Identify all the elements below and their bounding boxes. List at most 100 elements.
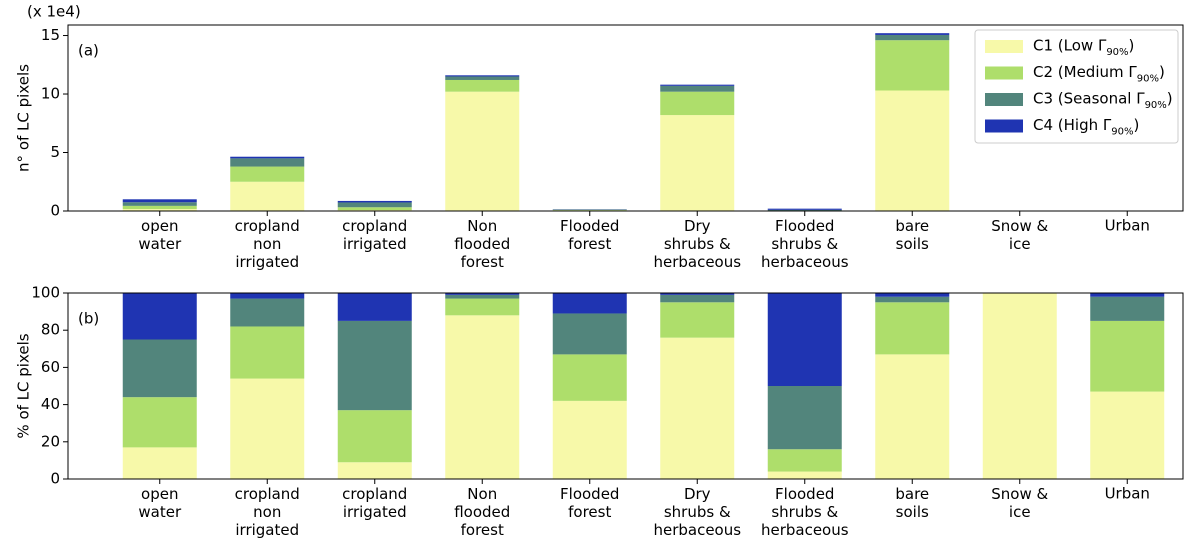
bar-segment [660, 84, 735, 86]
y-tick-label: 80 [41, 321, 60, 339]
legend-swatch [985, 40, 1023, 53]
x-tick-label: bare soils [895, 217, 929, 253]
bar-segment [122, 205, 197, 210]
y-tick-label: 40 [41, 395, 60, 413]
axis-multiplier: (x 1e4) [27, 3, 81, 21]
x-tick-label: Flooded forest [560, 217, 619, 253]
bar-segment [1090, 391, 1165, 479]
y-tick-label: 0 [50, 470, 60, 488]
bar-segment [122, 447, 197, 479]
bar-segment [875, 302, 950, 355]
bar-segment [1090, 320, 1165, 392]
bar-segment [337, 202, 412, 208]
bar-segment [122, 397, 197, 448]
bar-segment [230, 326, 305, 379]
bar-segment [660, 91, 735, 116]
bar-segment [122, 202, 197, 206]
x-tick-label: Non flooded forest [454, 485, 510, 539]
bar-segment [122, 209, 197, 211]
bar-segment [767, 293, 842, 386]
y-axis-label: % of LC pixels [15, 333, 33, 438]
x-tick-label: Urban [1105, 217, 1150, 235]
bar-segment [230, 156, 305, 159]
x-tick-label: bare soils [895, 485, 929, 521]
x-tick-label: Flooded forest [560, 485, 619, 521]
x-tick-label: Snow & ice [991, 217, 1048, 253]
x-tick-label: open water [138, 485, 182, 521]
legend-label: C3 (Seasonal Γ90%) [1033, 90, 1173, 111]
bar-segment [875, 34, 950, 41]
x-tick-label: cropland irrigated [342, 485, 407, 521]
bar-segment [767, 208, 842, 210]
y-tick-label: 5 [50, 143, 60, 161]
bar-segment [337, 200, 412, 203]
bar-segment [445, 293, 520, 295]
y-tick-label: 20 [41, 432, 60, 450]
bar-segment [337, 462, 412, 479]
bar-segment [875, 33, 950, 35]
bar-segment [337, 293, 412, 321]
bar-segment [982, 293, 1057, 479]
bar-segment [660, 115, 735, 211]
bar-segment [230, 158, 305, 167]
y-tick-label: 15 [41, 26, 60, 44]
bar-segment [552, 293, 627, 314]
bar-segment [337, 207, 412, 211]
y-tick-label: 0 [50, 202, 60, 220]
bar-segment [660, 293, 735, 295]
bar-segment [767, 471, 842, 479]
bar-segment [660, 85, 735, 92]
x-tick-label: Flooded shrubs & herbaceous [761, 217, 849, 271]
legend-box [974, 29, 1179, 144]
bar-segment [1090, 296, 1165, 321]
x-tick-label: Dry shrubs & herbaceous [653, 217, 741, 271]
bar-segment [767, 449, 842, 472]
x-tick-label: cropland non irrigated [235, 485, 300, 539]
bar-segment [660, 302, 735, 338]
bar-segment [660, 294, 735, 303]
bar-segment [552, 313, 627, 355]
bar-segment [445, 315, 520, 479]
bar-segment [552, 354, 627, 401]
bar-segment [445, 294, 520, 299]
y-tick-label: 100 [31, 284, 60, 302]
bar-segment [767, 209, 842, 211]
x-tick-label: Snow & ice [991, 485, 1048, 521]
axes-frame [67, 292, 1184, 480]
bar-segment [122, 293, 197, 340]
axes-frame [67, 24, 1184, 212]
x-tick-label: cropland irrigated [342, 217, 407, 253]
bar-segment [230, 181, 305, 211]
legend-swatch [985, 66, 1023, 80]
bar-segment [875, 40, 950, 91]
y-axis-label: n° of LC pixels [15, 64, 33, 172]
bar-segment [875, 90, 950, 211]
bar-segment [767, 386, 842, 450]
bar-segment [445, 91, 520, 211]
bar-segment [230, 378, 305, 479]
bar-segment [230, 166, 305, 182]
bar-segment [445, 75, 520, 77]
bar-segment [337, 320, 412, 411]
y-tick-label: 60 [41, 358, 60, 376]
bar-segment [445, 76, 520, 80]
bar-segment [875, 296, 950, 303]
bar-segment [445, 79, 520, 92]
bar-segment [552, 400, 627, 479]
x-tick-label: Urban [1105, 485, 1150, 503]
bar-segment [660, 337, 735, 479]
bar-segment [122, 339, 197, 398]
x-tick-label: Dry shrubs & herbaceous [653, 485, 741, 539]
bar-segment [445, 298, 520, 316]
bar-segment [875, 354, 950, 479]
legend-label: C2 (Medium Γ90%) [1033, 63, 1165, 84]
x-tick-label: cropland non irrigated [235, 217, 300, 271]
legend-swatch [985, 119, 1023, 133]
panel-label: (a) [78, 42, 99, 60]
bar-segment [1090, 293, 1165, 297]
bar-segment [122, 199, 197, 203]
panel-label: (b) [78, 310, 99, 328]
x-tick-label: Flooded shrubs & herbaceous [761, 485, 849, 539]
bar-segment [230, 298, 305, 327]
